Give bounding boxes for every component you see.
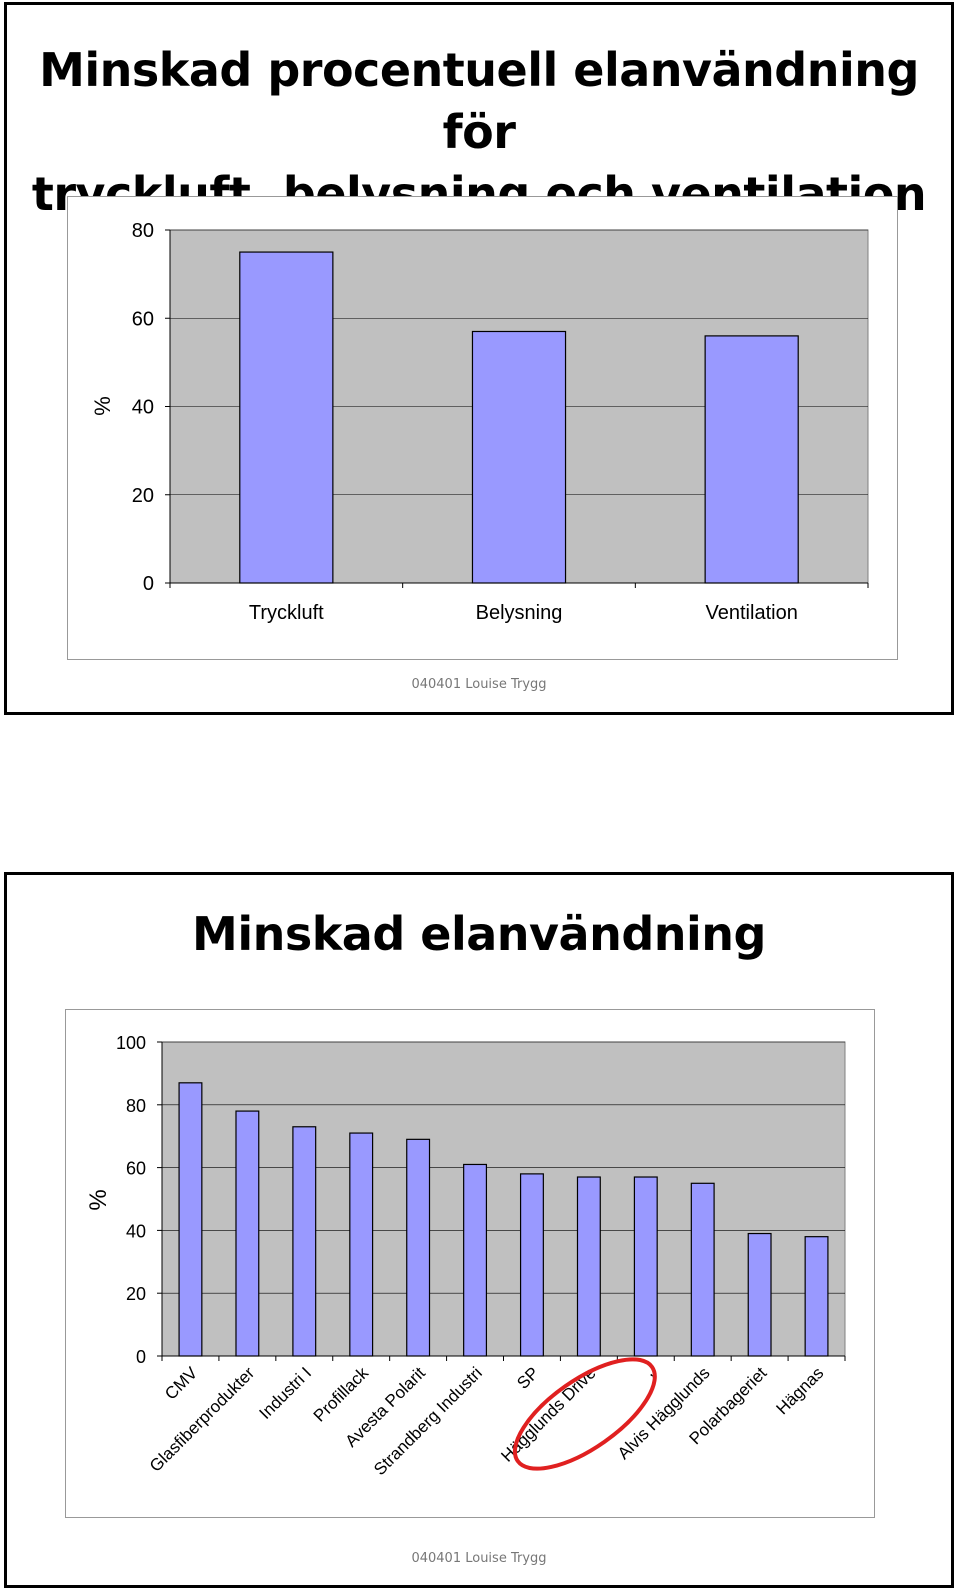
- bar-1: [178, 1082, 203, 1357]
- bar-6: [463, 1163, 488, 1357]
- slide-1: Minskad procentuell elanvändning för try…: [4, 2, 954, 715]
- x-category-label: Glasfiberprodukter: [146, 1363, 259, 1476]
- bar-4: [349, 1132, 374, 1357]
- chart-1: 0 20 40 60 80 Tryckluft Belysning Ventilation%: [90, 220, 869, 624]
- bar-5: [406, 1138, 431, 1357]
- bar-8: [576, 1176, 601, 1357]
- bar-7: [519, 1173, 544, 1357]
- y-axis-label: %: [85, 1189, 112, 1210]
- bar-3: [704, 335, 799, 584]
- bar-9: [633, 1176, 658, 1357]
- x-category-label: Strandberg Industri: [370, 1363, 486, 1479]
- highlight-ellipse: [512, 1357, 657, 1471]
- y-axis-label: %: [90, 396, 115, 416]
- y-tick-label: 60: [132, 308, 154, 330]
- slide-1-title-line-1: Minskad procentuell elanvändning för: [39, 43, 919, 159]
- x-category-label: Belysning: [476, 602, 563, 624]
- bar-2: [235, 1110, 260, 1357]
- y-tick-label: 60: [126, 1159, 146, 1179]
- x-category-label: Ventilation: [706, 602, 798, 624]
- x-category-label: CMV: [161, 1363, 202, 1404]
- slide-1-footer: 040401 Louise Trygg: [411, 677, 547, 692]
- y-tick-label: 0: [136, 1347, 146, 1367]
- bar-11: [747, 1232, 772, 1357]
- chart-1-frame: 0 20 40 60 80 Tryckluft Belysning Ventilation%: [67, 196, 898, 660]
- y-tick-label: 80: [132, 220, 154, 242]
- y-tick-label: 100: [116, 1033, 146, 1053]
- slide-2-footer: 040401 Louise Trygg: [411, 1551, 547, 1566]
- y-tick-label: 40: [132, 397, 154, 419]
- bar-1: [239, 251, 334, 584]
- slide-2: Minskad elanvändning 0 20 40 60 80 100 CMV Glas…: [4, 872, 954, 1588]
- slide-2-title: Minskad elanvändning: [192, 907, 766, 961]
- bar-12: [804, 1236, 829, 1357]
- x-category-label: Tryckluft: [249, 602, 324, 624]
- bar-2: [471, 330, 567, 584]
- chart-2-frame: 0 20 40 60 80 100 CMV Glasfiberprodukter Industr…: [65, 1009, 875, 1518]
- x-category-label: SP: [513, 1363, 542, 1392]
- chart-2: 0 20 40 60 80 100 CMVGlasfiberprodukterIndustr…: [85, 1033, 846, 1479]
- bar-10: [690, 1182, 715, 1357]
- bar-3: [292, 1126, 317, 1357]
- y-tick-label: 0: [143, 573, 154, 595]
- x-category-label: Industri I: [256, 1363, 316, 1423]
- plot-area: [161, 1041, 846, 1357]
- y-tick-label: 40: [126, 1221, 146, 1241]
- x-category-label: Hägnas: [772, 1363, 827, 1418]
- y-tick-label: 80: [126, 1096, 146, 1116]
- y-tick-label: 20: [132, 485, 154, 507]
- y-tick-label: 20: [126, 1284, 146, 1304]
